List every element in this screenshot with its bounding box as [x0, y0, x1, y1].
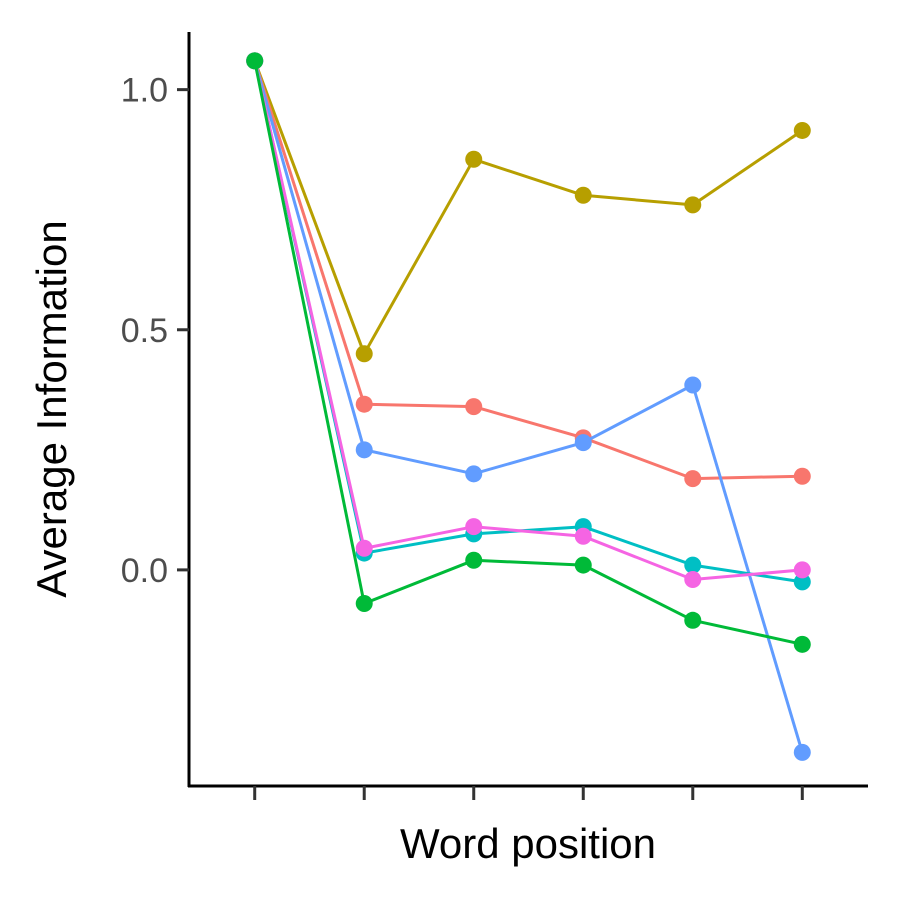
- data-point: [574, 556, 592, 574]
- series-line: [253, 60, 803, 581]
- data-point: [684, 570, 702, 588]
- series-5: [246, 52, 811, 588]
- series-6: [246, 52, 811, 653]
- data-point: [793, 743, 811, 761]
- series-2: [246, 52, 811, 488]
- data-point: [355, 539, 373, 557]
- series-line: [253, 60, 804, 356]
- y-tick-label: 0.5: [121, 312, 168, 350]
- data-point: [465, 465, 483, 483]
- series-line: [253, 60, 803, 646]
- data-point: [793, 467, 811, 485]
- data-point: [793, 121, 811, 139]
- data-point: [684, 196, 702, 214]
- series-layer: [246, 52, 811, 761]
- data-point: [684, 611, 702, 629]
- data-point: [355, 441, 373, 459]
- data-point: [246, 52, 264, 70]
- data-point: [355, 595, 373, 613]
- data-point: [684, 470, 702, 488]
- x-axis-title: Word position: [400, 820, 656, 867]
- series-3: [246, 52, 811, 761]
- data-point: [465, 150, 483, 168]
- series-line: [253, 60, 804, 753]
- series-4: [246, 52, 811, 591]
- series-1: [246, 52, 811, 363]
- data-point: [793, 635, 811, 653]
- data-point: [355, 345, 373, 363]
- data-point: [355, 395, 373, 413]
- data-point: [793, 573, 811, 591]
- data-point: [574, 434, 592, 452]
- y-axis-title: Average Information: [28, 220, 75, 597]
- data-point: [793, 561, 811, 579]
- series-line: [253, 60, 803, 481]
- data-point: [465, 551, 483, 569]
- y-ticks: 0.0 0.5 1.0: [121, 72, 189, 590]
- data-point: [574, 186, 592, 204]
- y-tick-label: 1.0: [121, 72, 168, 110]
- data-point: [465, 398, 483, 416]
- x-ticks: [253, 786, 804, 800]
- data-point: [684, 376, 702, 394]
- y-tick-label: 0.0: [121, 552, 168, 590]
- data-point: [574, 527, 592, 545]
- data-point: [465, 518, 483, 536]
- data-point: [684, 556, 702, 574]
